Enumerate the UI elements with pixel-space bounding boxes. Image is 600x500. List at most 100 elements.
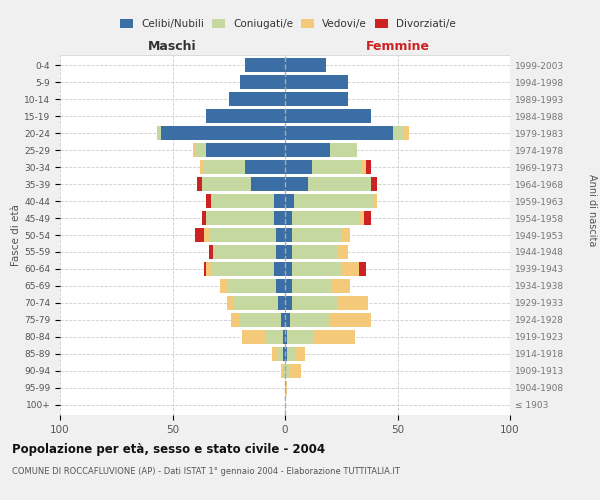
Bar bbox=[278, 296, 285, 310]
Bar bbox=[202, 211, 206, 225]
Bar bbox=[364, 211, 371, 225]
Bar bbox=[209, 245, 213, 259]
Bar bbox=[359, 211, 364, 225]
Bar bbox=[245, 58, 285, 72]
Bar bbox=[292, 211, 359, 225]
Text: Popolazione per età, sesso e stato civile - 2004: Popolazione per età, sesso e stato civil… bbox=[12, 442, 325, 456]
Bar bbox=[211, 194, 274, 208]
Bar bbox=[290, 364, 301, 378]
Bar bbox=[206, 211, 274, 225]
Bar bbox=[373, 194, 377, 208]
Bar bbox=[197, 178, 202, 191]
Bar bbox=[213, 245, 276, 259]
Bar bbox=[204, 160, 245, 174]
Bar bbox=[274, 262, 285, 276]
Bar bbox=[292, 279, 332, 292]
Bar bbox=[276, 228, 285, 242]
Bar bbox=[265, 330, 283, 344]
Bar bbox=[209, 228, 276, 242]
Bar bbox=[332, 279, 350, 292]
Bar bbox=[285, 245, 292, 259]
Bar bbox=[285, 92, 348, 106]
Bar bbox=[285, 58, 325, 72]
Bar bbox=[292, 262, 341, 276]
Bar bbox=[312, 160, 361, 174]
Bar bbox=[285, 110, 371, 123]
Y-axis label: Fasce di età: Fasce di età bbox=[11, 204, 21, 266]
Bar bbox=[206, 194, 211, 208]
Bar bbox=[285, 313, 290, 326]
Bar bbox=[233, 296, 278, 310]
Bar bbox=[220, 279, 227, 292]
Bar bbox=[245, 160, 285, 174]
Bar bbox=[202, 178, 251, 191]
Bar bbox=[278, 347, 283, 360]
Bar bbox=[330, 313, 371, 326]
Bar bbox=[393, 126, 404, 140]
Bar bbox=[211, 262, 274, 276]
Bar bbox=[283, 330, 285, 344]
Bar bbox=[242, 330, 265, 344]
Bar bbox=[157, 126, 161, 140]
Bar bbox=[330, 144, 357, 157]
Bar bbox=[193, 144, 195, 157]
Bar bbox=[287, 347, 296, 360]
Bar bbox=[296, 347, 305, 360]
Bar bbox=[341, 262, 359, 276]
Bar bbox=[314, 330, 355, 344]
Bar bbox=[292, 228, 341, 242]
Text: COMUNE DI ROCCAFLUVIONE (AP) - Dati ISTAT 1° gennaio 2004 - Elaborazione TUTTITA: COMUNE DI ROCCAFLUVIONE (AP) - Dati ISTA… bbox=[12, 468, 400, 476]
Bar bbox=[206, 144, 285, 157]
Bar bbox=[240, 76, 285, 89]
Bar bbox=[285, 296, 292, 310]
Bar bbox=[285, 144, 330, 157]
Bar bbox=[285, 381, 287, 394]
Bar bbox=[283, 347, 285, 360]
Legend: Celibi/Nubili, Coniugati/e, Vedovi/e, Divorziati/e: Celibi/Nubili, Coniugati/e, Vedovi/e, Di… bbox=[116, 15, 460, 34]
Bar bbox=[294, 194, 373, 208]
Bar bbox=[337, 245, 348, 259]
Bar bbox=[285, 262, 292, 276]
Bar bbox=[371, 178, 377, 191]
Text: Anni di nascita: Anni di nascita bbox=[587, 174, 597, 246]
Text: Femmine: Femmine bbox=[365, 40, 430, 54]
Bar bbox=[359, 262, 366, 276]
Bar bbox=[366, 160, 371, 174]
Bar bbox=[404, 126, 409, 140]
Bar bbox=[285, 279, 292, 292]
Bar bbox=[285, 330, 287, 344]
Bar bbox=[195, 144, 206, 157]
Bar bbox=[285, 194, 294, 208]
Bar bbox=[251, 178, 285, 191]
Bar bbox=[285, 160, 312, 174]
Bar bbox=[231, 313, 240, 326]
Bar bbox=[161, 126, 285, 140]
Text: Maschi: Maschi bbox=[148, 40, 197, 54]
Bar bbox=[274, 194, 285, 208]
Bar bbox=[285, 126, 393, 140]
Bar bbox=[290, 313, 330, 326]
Bar bbox=[240, 313, 281, 326]
Bar bbox=[281, 364, 283, 378]
Bar bbox=[276, 279, 285, 292]
Bar bbox=[227, 279, 276, 292]
Bar bbox=[283, 364, 285, 378]
Bar bbox=[229, 92, 285, 106]
Bar bbox=[285, 76, 348, 89]
Bar bbox=[337, 296, 368, 310]
Bar bbox=[227, 296, 233, 310]
Bar bbox=[292, 296, 337, 310]
Bar bbox=[204, 262, 206, 276]
Bar bbox=[285, 178, 308, 191]
Bar bbox=[287, 330, 314, 344]
Bar bbox=[308, 178, 371, 191]
Bar bbox=[285, 211, 292, 225]
Bar bbox=[292, 245, 337, 259]
Bar bbox=[271, 347, 278, 360]
Bar bbox=[206, 262, 211, 276]
Bar bbox=[341, 228, 350, 242]
Bar bbox=[195, 228, 204, 242]
Bar bbox=[285, 347, 287, 360]
Bar bbox=[285, 364, 290, 378]
Bar bbox=[199, 160, 204, 174]
